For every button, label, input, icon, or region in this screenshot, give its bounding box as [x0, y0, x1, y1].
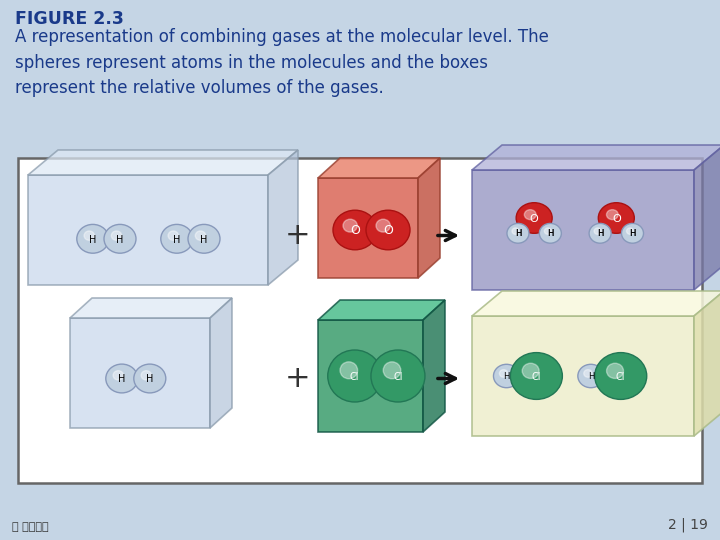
- Text: +: +: [285, 364, 311, 393]
- Ellipse shape: [606, 210, 618, 220]
- Polygon shape: [318, 320, 423, 432]
- Ellipse shape: [376, 219, 390, 232]
- Text: H: H: [89, 234, 96, 245]
- Polygon shape: [472, 291, 720, 316]
- Ellipse shape: [161, 225, 193, 253]
- Polygon shape: [423, 300, 445, 432]
- Ellipse shape: [500, 369, 508, 377]
- Ellipse shape: [626, 228, 634, 234]
- Polygon shape: [472, 316, 694, 436]
- Polygon shape: [694, 145, 720, 290]
- Polygon shape: [694, 291, 720, 436]
- Ellipse shape: [621, 224, 644, 243]
- Ellipse shape: [606, 363, 624, 379]
- Polygon shape: [70, 318, 210, 428]
- Text: H: H: [117, 234, 124, 245]
- Text: Cl: Cl: [393, 372, 402, 382]
- Ellipse shape: [104, 225, 136, 253]
- Ellipse shape: [134, 364, 166, 393]
- Polygon shape: [318, 158, 440, 178]
- Text: H: H: [629, 230, 636, 238]
- Ellipse shape: [366, 210, 410, 250]
- Polygon shape: [472, 145, 720, 170]
- Ellipse shape: [539, 224, 562, 243]
- Text: O: O: [383, 225, 393, 238]
- Text: H: H: [547, 230, 554, 238]
- Ellipse shape: [383, 362, 401, 379]
- Polygon shape: [472, 170, 694, 290]
- Text: Cl: Cl: [350, 372, 359, 382]
- Ellipse shape: [522, 363, 539, 379]
- Polygon shape: [28, 175, 268, 285]
- Ellipse shape: [195, 231, 206, 240]
- Text: H: H: [503, 372, 510, 381]
- Ellipse shape: [544, 228, 552, 234]
- Ellipse shape: [112, 231, 122, 240]
- Text: 2 | 19: 2 | 19: [668, 517, 708, 532]
- Text: H: H: [200, 234, 207, 245]
- Ellipse shape: [168, 231, 179, 240]
- Ellipse shape: [578, 364, 604, 388]
- Ellipse shape: [340, 362, 358, 379]
- Text: H: H: [547, 229, 554, 238]
- Text: H: H: [597, 229, 603, 238]
- Polygon shape: [28, 150, 298, 175]
- Polygon shape: [210, 298, 232, 428]
- Ellipse shape: [510, 353, 562, 400]
- Text: Cl: Cl: [531, 372, 541, 382]
- Text: A representation of combining gases at the molecular level. The
spheres represen: A representation of combining gases at t…: [15, 28, 549, 97]
- Text: H: H: [118, 374, 125, 384]
- Text: H: H: [515, 229, 521, 238]
- Ellipse shape: [188, 225, 220, 253]
- Text: O: O: [530, 214, 539, 224]
- Ellipse shape: [524, 210, 536, 220]
- Ellipse shape: [594, 228, 601, 234]
- Ellipse shape: [595, 353, 647, 400]
- Text: H: H: [173, 234, 181, 245]
- Text: Cl: Cl: [616, 372, 626, 382]
- Polygon shape: [418, 158, 440, 278]
- Ellipse shape: [84, 231, 94, 240]
- Ellipse shape: [516, 202, 552, 233]
- Text: O: O: [350, 225, 360, 238]
- Polygon shape: [268, 150, 298, 285]
- Ellipse shape: [333, 210, 377, 250]
- Polygon shape: [318, 178, 418, 278]
- Ellipse shape: [371, 350, 425, 402]
- Text: ⓘ 欧亚书局: ⓘ 欧亚书局: [12, 522, 49, 532]
- Text: H: H: [597, 230, 603, 238]
- Text: O: O: [612, 214, 621, 224]
- Ellipse shape: [141, 370, 151, 380]
- Bar: [18, 158, 702, 483]
- Ellipse shape: [598, 202, 634, 233]
- Ellipse shape: [113, 370, 124, 380]
- Ellipse shape: [328, 350, 382, 402]
- Text: H: H: [588, 372, 594, 381]
- Ellipse shape: [589, 224, 611, 243]
- Text: +: +: [285, 221, 311, 250]
- Text: H: H: [629, 229, 636, 238]
- Text: H: H: [146, 374, 153, 384]
- Ellipse shape: [584, 369, 593, 377]
- Text: H: H: [515, 230, 521, 238]
- Ellipse shape: [106, 364, 138, 393]
- Polygon shape: [318, 300, 445, 320]
- Polygon shape: [70, 298, 232, 318]
- Ellipse shape: [507, 224, 529, 243]
- Ellipse shape: [493, 364, 520, 388]
- Text: FIGURE 2.3: FIGURE 2.3: [15, 10, 124, 28]
- Ellipse shape: [77, 225, 109, 253]
- Ellipse shape: [512, 228, 519, 234]
- Ellipse shape: [343, 219, 357, 232]
